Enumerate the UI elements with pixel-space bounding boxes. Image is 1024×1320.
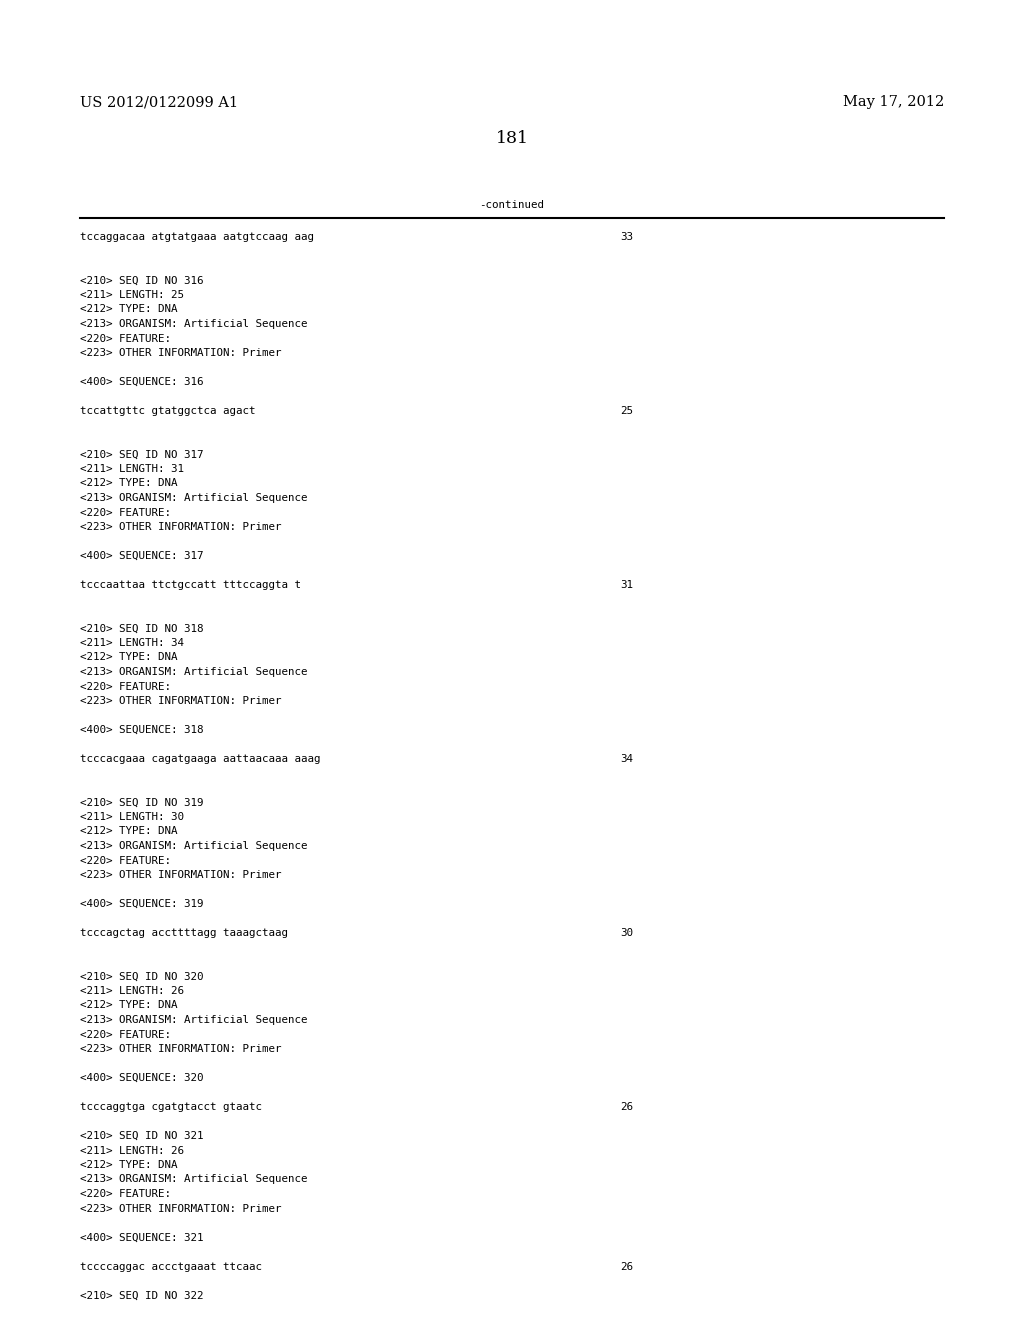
Text: <213> ORGANISM: Artificial Sequence: <213> ORGANISM: Artificial Sequence bbox=[80, 1175, 307, 1184]
Text: <400> SEQUENCE: 320: <400> SEQUENCE: 320 bbox=[80, 1073, 204, 1082]
Text: <223> OTHER INFORMATION: Primer: <223> OTHER INFORMATION: Primer bbox=[80, 1044, 282, 1053]
Text: 181: 181 bbox=[496, 129, 528, 147]
Text: <212> TYPE: DNA: <212> TYPE: DNA bbox=[80, 826, 177, 837]
Text: <212> TYPE: DNA: <212> TYPE: DNA bbox=[80, 479, 177, 488]
Text: <210> SEQ ID NO 320: <210> SEQ ID NO 320 bbox=[80, 972, 204, 982]
Text: tccccaggac accctgaaat ttcaac: tccccaggac accctgaaat ttcaac bbox=[80, 1262, 262, 1271]
Text: <220> FEATURE:: <220> FEATURE: bbox=[80, 507, 171, 517]
Text: tccaggacaa atgtatgaaa aatgtccaag aag: tccaggacaa atgtatgaaa aatgtccaag aag bbox=[80, 232, 314, 242]
Text: <213> ORGANISM: Artificial Sequence: <213> ORGANISM: Artificial Sequence bbox=[80, 667, 307, 677]
Text: 31: 31 bbox=[620, 579, 633, 590]
Text: May 17, 2012: May 17, 2012 bbox=[843, 95, 944, 110]
Text: <210> SEQ ID NO 322: <210> SEQ ID NO 322 bbox=[80, 1291, 204, 1300]
Text: <400> SEQUENCE: 317: <400> SEQUENCE: 317 bbox=[80, 550, 204, 561]
Text: 33: 33 bbox=[620, 232, 633, 242]
Text: <223> OTHER INFORMATION: Primer: <223> OTHER INFORMATION: Primer bbox=[80, 521, 282, 532]
Text: 34: 34 bbox=[620, 754, 633, 764]
Text: tcccacgaaa cagatgaaga aattaacaaa aaag: tcccacgaaa cagatgaaga aattaacaaa aaag bbox=[80, 754, 321, 764]
Text: <211> LENGTH: 30: <211> LENGTH: 30 bbox=[80, 812, 184, 822]
Text: <223> OTHER INFORMATION: Primer: <223> OTHER INFORMATION: Primer bbox=[80, 870, 282, 880]
Text: US 2012/0122099 A1: US 2012/0122099 A1 bbox=[80, 95, 239, 110]
Text: tccattgttc gtatggctca agact: tccattgttc gtatggctca agact bbox=[80, 407, 256, 416]
Text: <213> ORGANISM: Artificial Sequence: <213> ORGANISM: Artificial Sequence bbox=[80, 492, 307, 503]
Text: <212> TYPE: DNA: <212> TYPE: DNA bbox=[80, 1160, 177, 1170]
Text: <211> LENGTH: 26: <211> LENGTH: 26 bbox=[80, 1146, 184, 1155]
Text: tcccaggtga cgatgtacct gtaatc: tcccaggtga cgatgtacct gtaatc bbox=[80, 1102, 262, 1111]
Text: <210> SEQ ID NO 316: <210> SEQ ID NO 316 bbox=[80, 276, 204, 285]
Text: <400> SEQUENCE: 319: <400> SEQUENCE: 319 bbox=[80, 899, 204, 909]
Text: <213> ORGANISM: Artificial Sequence: <213> ORGANISM: Artificial Sequence bbox=[80, 841, 307, 851]
Text: <211> LENGTH: 26: <211> LENGTH: 26 bbox=[80, 986, 184, 997]
Text: <213> ORGANISM: Artificial Sequence: <213> ORGANISM: Artificial Sequence bbox=[80, 1015, 307, 1026]
Text: <212> TYPE: DNA: <212> TYPE: DNA bbox=[80, 305, 177, 314]
Text: <220> FEATURE:: <220> FEATURE: bbox=[80, 334, 171, 343]
Text: 26: 26 bbox=[620, 1102, 633, 1111]
Text: <211> LENGTH: 34: <211> LENGTH: 34 bbox=[80, 638, 184, 648]
Text: tcccaattaa ttctgccatt tttccaggta t: tcccaattaa ttctgccatt tttccaggta t bbox=[80, 579, 301, 590]
Text: <400> SEQUENCE: 321: <400> SEQUENCE: 321 bbox=[80, 1233, 204, 1242]
Text: <220> FEATURE:: <220> FEATURE: bbox=[80, 855, 171, 866]
Text: <223> OTHER INFORMATION: Primer: <223> OTHER INFORMATION: Primer bbox=[80, 1204, 282, 1213]
Text: 26: 26 bbox=[620, 1262, 633, 1271]
Text: 30: 30 bbox=[620, 928, 633, 939]
Text: <220> FEATURE:: <220> FEATURE: bbox=[80, 681, 171, 692]
Text: <220> FEATURE:: <220> FEATURE: bbox=[80, 1189, 171, 1199]
Text: <212> TYPE: DNA: <212> TYPE: DNA bbox=[80, 652, 177, 663]
Text: <210> SEQ ID NO 321: <210> SEQ ID NO 321 bbox=[80, 1131, 204, 1140]
Text: <400> SEQUENCE: 318: <400> SEQUENCE: 318 bbox=[80, 725, 204, 735]
Text: <223> OTHER INFORMATION: Primer: <223> OTHER INFORMATION: Primer bbox=[80, 348, 282, 358]
Text: <210> SEQ ID NO 319: <210> SEQ ID NO 319 bbox=[80, 797, 204, 808]
Text: <220> FEATURE:: <220> FEATURE: bbox=[80, 1030, 171, 1040]
Text: -continued: -continued bbox=[479, 201, 545, 210]
Text: <212> TYPE: DNA: <212> TYPE: DNA bbox=[80, 1001, 177, 1011]
Text: <213> ORGANISM: Artificial Sequence: <213> ORGANISM: Artificial Sequence bbox=[80, 319, 307, 329]
Text: <211> LENGTH: 25: <211> LENGTH: 25 bbox=[80, 290, 184, 300]
Text: <400> SEQUENCE: 316: <400> SEQUENCE: 316 bbox=[80, 378, 204, 387]
Text: <210> SEQ ID NO 318: <210> SEQ ID NO 318 bbox=[80, 623, 204, 634]
Text: tcccagctag accttttagg taaagctaag: tcccagctag accttttagg taaagctaag bbox=[80, 928, 288, 939]
Text: <223> OTHER INFORMATION: Primer: <223> OTHER INFORMATION: Primer bbox=[80, 696, 282, 706]
Text: 25: 25 bbox=[620, 407, 633, 416]
Text: <210> SEQ ID NO 317: <210> SEQ ID NO 317 bbox=[80, 450, 204, 459]
Text: <211> LENGTH: 31: <211> LENGTH: 31 bbox=[80, 465, 184, 474]
